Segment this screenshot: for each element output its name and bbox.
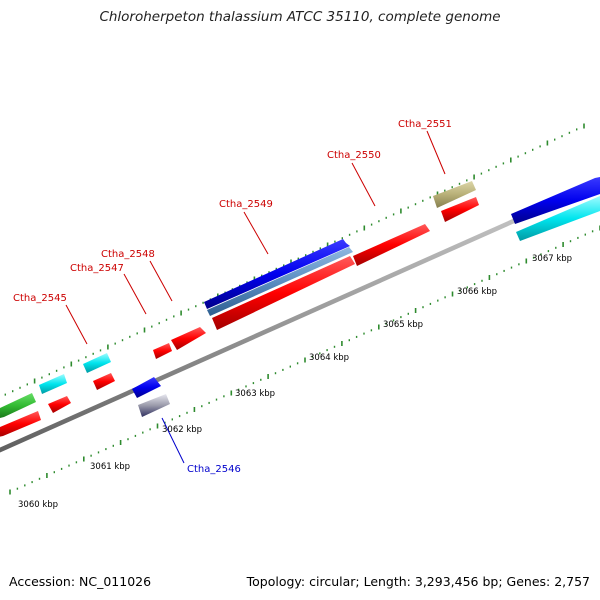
forward-tick-row bbox=[4, 123, 585, 396]
gene-olive[interactable] bbox=[433, 181, 476, 208]
gene-label-ctha-2545[interactable]: Ctha_2545 bbox=[13, 293, 67, 304]
gene-label-ctha-2548[interactable]: Ctha_2548 bbox=[101, 249, 155, 260]
kbp-label: 3062 kbp bbox=[162, 425, 202, 435]
gene-label-ctha-2547[interactable]: Ctha_2547 bbox=[70, 263, 124, 274]
kbp-label: 3060 kbp bbox=[18, 500, 58, 510]
leader-line bbox=[351, 162, 376, 207]
gene-cds-5[interactable] bbox=[171, 327, 206, 350]
gene-cyan-right[interactable] bbox=[516, 196, 600, 241]
genome-summary: Topology: circular; Length: 3,293,456 bp… bbox=[246, 574, 590, 589]
gene-steel[interactable] bbox=[207, 247, 353, 316]
genome-backbone bbox=[0, 180, 600, 453]
gene-label-ctha-2546[interactable]: Ctha_2546 bbox=[187, 464, 241, 475]
leader-line bbox=[123, 273, 147, 315]
gene-cyan-1[interactable] bbox=[39, 374, 67, 394]
gene-blue-main[interactable] bbox=[204, 239, 350, 309]
gene-cds-4[interactable] bbox=[153, 343, 172, 359]
gene-green[interactable] bbox=[0, 393, 36, 418]
map-title: Chloroherpeton thalassium ATCC 35110, co… bbox=[99, 9, 501, 25]
gene-cds-8[interactable] bbox=[441, 197, 479, 222]
leader-line bbox=[149, 260, 173, 302]
forward-leader-lines bbox=[65, 130, 446, 345]
gene-cds-6[interactable] bbox=[212, 256, 355, 330]
leader-line bbox=[426, 130, 446, 175]
kbp-label: 3066 kbp bbox=[457, 287, 497, 297]
kbp-label: 3067 kbp bbox=[532, 254, 572, 264]
gene-label-ctha-2551[interactable]: Ctha_2551 bbox=[398, 119, 452, 130]
leader-line bbox=[243, 211, 269, 255]
kbp-label: 3061 kbp bbox=[90, 462, 130, 472]
kbp-label: 3064 kbp bbox=[309, 353, 349, 363]
gene-label-ctha-2550[interactable]: Ctha_2550 bbox=[327, 150, 381, 161]
gene-cds-7[interactable] bbox=[353, 224, 430, 266]
leader-line-reverse bbox=[161, 417, 185, 464]
reverse-tick-row bbox=[9, 225, 600, 495]
gene-label-ctha-2549[interactable]: Ctha_2549 bbox=[219, 199, 273, 210]
gene-cds-2[interactable] bbox=[48, 396, 71, 413]
gene-blue-reverse[interactable] bbox=[132, 377, 161, 398]
leader-line bbox=[65, 304, 88, 345]
gene-cds-1[interactable] bbox=[0, 411, 41, 437]
gene-cds-3[interactable] bbox=[93, 373, 115, 390]
gene-cyan-2[interactable] bbox=[83, 353, 111, 373]
kbp-label: 3065 kbp bbox=[383, 320, 423, 330]
gene-grey-reverse[interactable] bbox=[138, 394, 170, 417]
gene-blue-right[interactable] bbox=[511, 177, 600, 224]
kbp-label: 3063 kbp bbox=[235, 389, 275, 399]
accession-label: Accession: NC_011026 bbox=[9, 574, 152, 589]
